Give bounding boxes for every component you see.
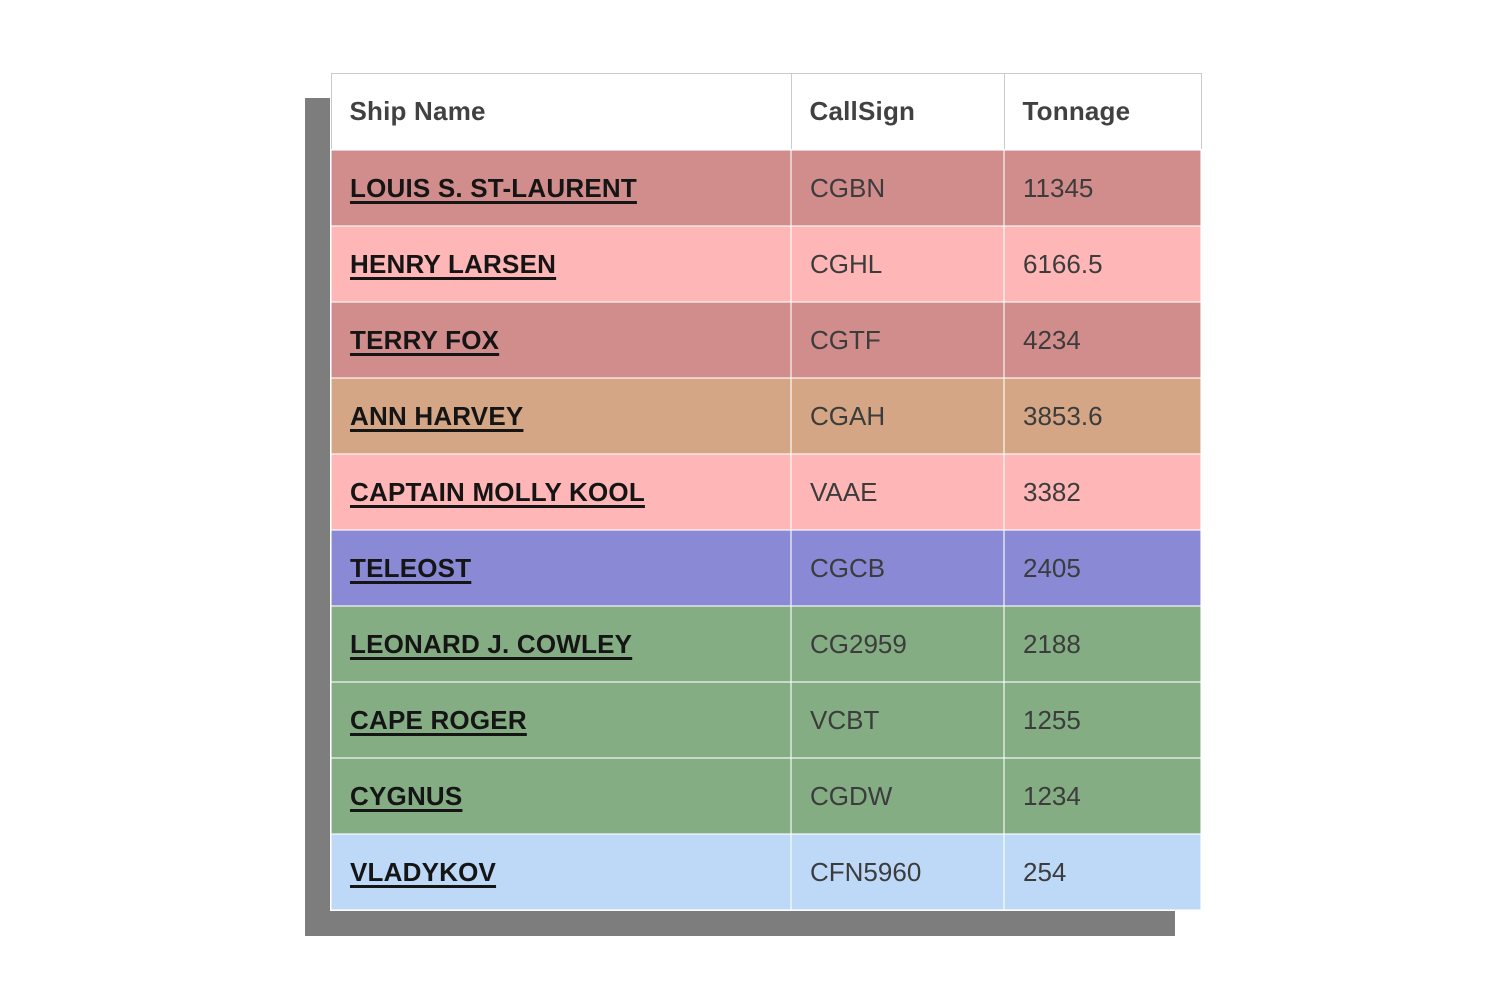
ship-name-link[interactable]: CAPE ROGER [350, 704, 527, 735]
tonnage-cell: 1234 [1003, 757, 1202, 835]
tonnage-cell: 2405 [1003, 529, 1202, 607]
callsign-cell: CFN5960 [790, 833, 1005, 911]
ship-name-cell: CAPE ROGER [330, 681, 792, 759]
table-row: HENRY LARSEN CGHL 6166.5 [330, 225, 1202, 303]
ship-name-cell: LEONARD J. COWLEY [330, 605, 792, 683]
ship-name-cell: CAPTAIN MOLLY KOOL [330, 453, 792, 531]
ship-name-cell: TERRY FOX [330, 301, 792, 379]
ship-name-link[interactable]: TERRY FOX [350, 324, 500, 355]
column-header-ship-name: Ship Name [330, 73, 792, 151]
callsign-cell: CGTF [790, 301, 1005, 379]
table-row: VLADYKOV CFN5960 254 [330, 833, 1202, 911]
ship-name-link[interactable]: VLADYKOV [350, 856, 497, 887]
callsign-cell: CGAH [790, 377, 1005, 455]
table-row: TELEOST CGCB 2405 [330, 529, 1202, 607]
ship-name-cell: HENRY LARSEN [330, 225, 792, 303]
ship-name-link[interactable]: LEONARD J. COWLEY [350, 628, 633, 659]
header-row: Ship Name CallSign Tonnage [330, 73, 1202, 151]
tonnage-cell: 3853.6 [1003, 377, 1202, 455]
table-body: LOUIS S. ST-LAURENT CGBN 11345 HENRY LAR… [330, 149, 1202, 911]
tonnage-cell: 3382 [1003, 453, 1202, 531]
ship-name-link[interactable]: CYGNUS [350, 780, 463, 811]
ship-name-cell: VLADYKOV [330, 833, 792, 911]
tonnage-cell: 11345 [1003, 149, 1202, 227]
table-row: TERRY FOX CGTF 4234 [330, 301, 1202, 379]
table-row: LOUIS S. ST-LAURENT CGBN 11345 [330, 149, 1202, 227]
table-row: CYGNUS CGDW 1234 [330, 757, 1202, 835]
callsign-cell: CG2959 [790, 605, 1005, 683]
table-row: ANN HARVEY CGAH 3853.6 [330, 377, 1202, 455]
tonnage-cell: 4234 [1003, 301, 1202, 379]
table-row: CAPE ROGER VCBT 1255 [330, 681, 1202, 759]
callsign-cell: CGCB [790, 529, 1005, 607]
callsign-cell: VAAE [790, 453, 1005, 531]
column-header-callsign: CallSign [790, 73, 1005, 151]
ship-name-link[interactable]: TELEOST [350, 552, 472, 583]
ship-name-cell: ANN HARVEY [330, 377, 792, 455]
ship-name-cell: TELEOST [330, 529, 792, 607]
column-header-tonnage: Tonnage [1003, 73, 1202, 151]
table-row: CAPTAIN MOLLY KOOL VAAE 3382 [330, 453, 1202, 531]
table-row: LEONARD J. COWLEY CG2959 2188 [330, 605, 1202, 683]
ship-name-link[interactable]: HENRY LARSEN [350, 248, 557, 279]
ship-name-cell: LOUIS S. ST-LAURENT [330, 149, 792, 227]
ships-table: Ship Name CallSign Tonnage LOUIS S. ST-L… [330, 73, 1202, 911]
ship-name-link[interactable]: ANN HARVEY [350, 400, 524, 431]
tonnage-cell: 2188 [1003, 605, 1202, 683]
callsign-cell: CGBN [790, 149, 1005, 227]
ship-name-link[interactable]: CAPTAIN MOLLY KOOL [350, 476, 645, 507]
table-header: Ship Name CallSign Tonnage [330, 73, 1202, 151]
callsign-cell: CGHL [790, 225, 1005, 303]
callsign-cell: VCBT [790, 681, 1005, 759]
ship-name-link[interactable]: LOUIS S. ST-LAURENT [350, 172, 637, 203]
ships-table-card: Ship Name CallSign Tonnage LOUIS S. ST-L… [330, 73, 1202, 911]
tonnage-cell: 6166.5 [1003, 225, 1202, 303]
ship-name-cell: CYGNUS [330, 757, 792, 835]
tonnage-cell: 254 [1003, 833, 1202, 911]
callsign-cell: CGDW [790, 757, 1005, 835]
tonnage-cell: 1255 [1003, 681, 1202, 759]
